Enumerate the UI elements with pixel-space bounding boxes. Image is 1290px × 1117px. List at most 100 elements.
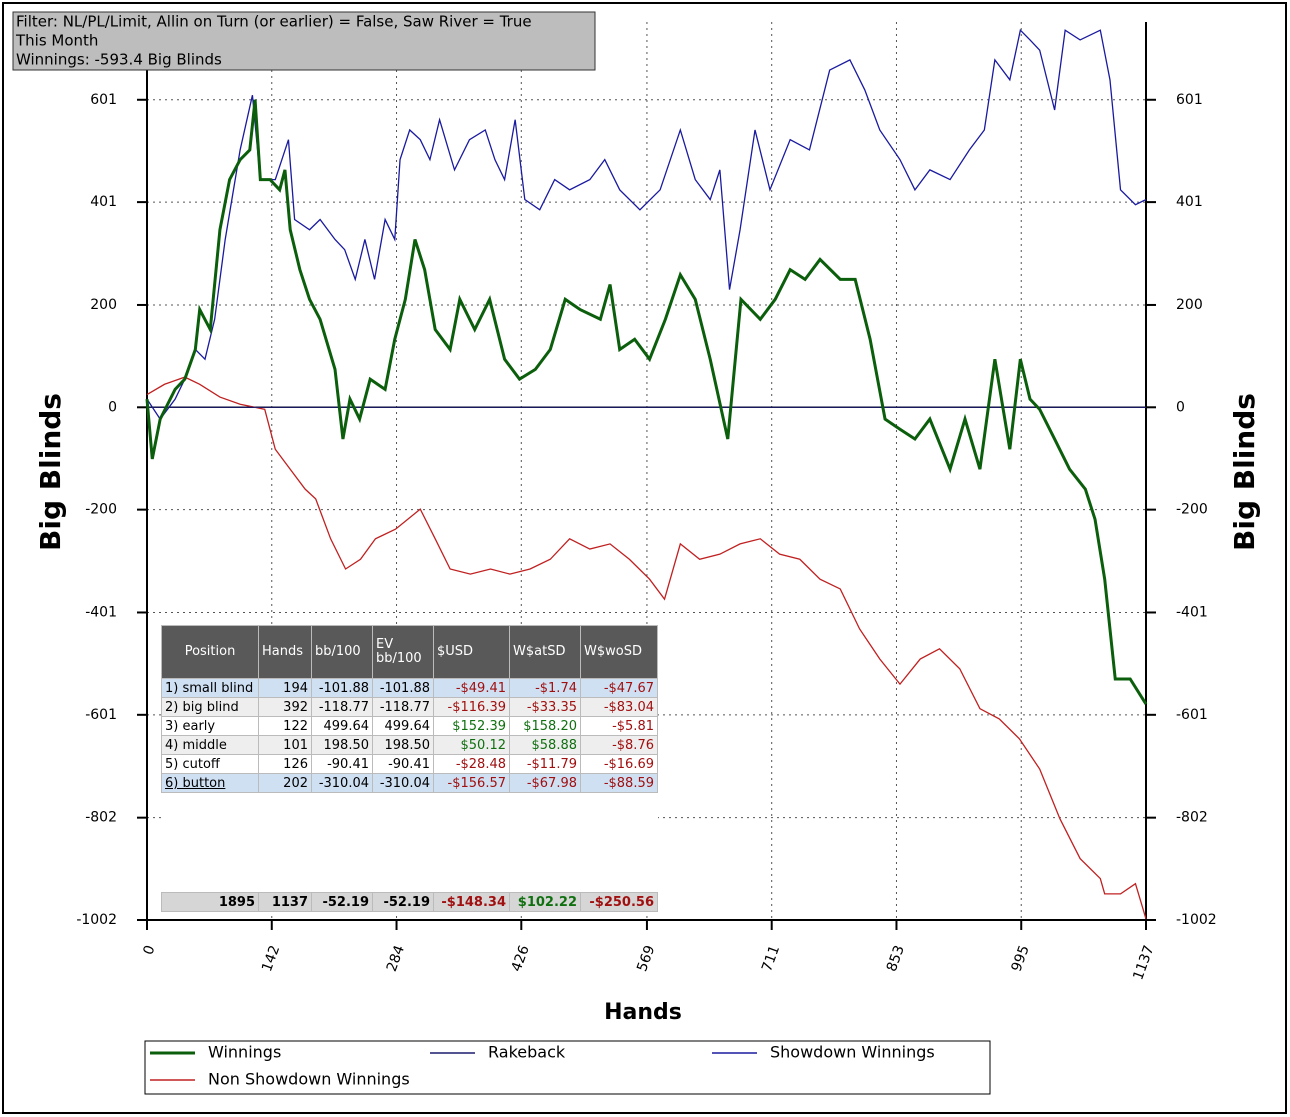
- column-header: EV bb/100: [372, 625, 434, 679]
- table-cell: 499.64: [372, 716, 434, 736]
- table-cell: 5) cutoff: [161, 754, 259, 774]
- column-header: bb/100: [311, 625, 373, 679]
- y2-tick-label: 0: [1176, 399, 1185, 415]
- table-cell: 194: [258, 678, 312, 698]
- y-tick-label: -401: [85, 604, 117, 620]
- y2-tick-label: 401: [1176, 194, 1203, 210]
- table-cell: 3) early: [161, 716, 259, 736]
- table-row: 4) middle 101 198.50 198.50 $50.12 $58.88 -$8.…: [161, 735, 658, 755]
- y2-tick-label: -802: [1176, 810, 1208, 826]
- table-cell: -$83.04: [580, 697, 658, 717]
- legend-label: Rakeback: [488, 1043, 566, 1062]
- table-cell: -$88.59: [580, 773, 658, 793]
- table-cell: -$16.69: [580, 754, 658, 774]
- y-tick-label: 200: [90, 297, 117, 313]
- y-tick-label: -601: [85, 707, 117, 723]
- y-tick-label: 0: [108, 399, 117, 415]
- table-cell: -101.88: [372, 678, 434, 698]
- table-cell: $158.20: [509, 716, 581, 736]
- table-row: 1) small blind 194 -101.88 -101.88 -$49.41 -$…: [161, 678, 658, 698]
- total-cell: -52.19: [311, 892, 373, 912]
- spacer-row: [161, 792, 658, 893]
- column-header: Position: [161, 625, 259, 679]
- table-cell: -$47.67: [580, 678, 658, 698]
- total-cell: $102.22: [509, 892, 581, 912]
- filter-box: [12, 11, 596, 71]
- table-cell: 4) middle: [161, 735, 259, 755]
- table-cell: -$49.41: [433, 678, 510, 698]
- y-axis-label: Big Blinds: [34, 393, 67, 551]
- x-axis-label: Hands: [604, 1000, 682, 1025]
- table-cell: -$5.81: [580, 716, 658, 736]
- table-cell: -$11.79: [509, 754, 581, 774]
- legend-label: Non Showdown Winnings: [208, 1070, 410, 1089]
- table-cell: -118.77: [372, 697, 434, 717]
- filter-text: Filter: NL/PL/Limit, Allin on Turn (or e…: [16, 13, 532, 31]
- series-line: [146, 28, 1147, 421]
- table-cell: 122: [258, 716, 312, 736]
- total-cell: 1895: [161, 892, 259, 912]
- table-cell: -$8.76: [580, 735, 658, 755]
- table-cell: $58.88: [509, 735, 581, 755]
- table-cell: 202: [258, 773, 312, 793]
- column-header: Hands: [258, 625, 312, 679]
- table-row: 3) early 122 499.64 499.64 $152.39 $158.20 -$5…: [161, 716, 658, 736]
- table-cell: -$116.39: [433, 697, 510, 717]
- legend-box: [144, 1040, 991, 1095]
- spacer-cell: [161, 792, 658, 893]
- table-cell: -90.41: [311, 754, 373, 774]
- table-cell: $50.12: [433, 735, 510, 755]
- table-cell: 6) button: [161, 773, 259, 793]
- table-cell: -118.77: [311, 697, 373, 717]
- y2-tick-label: -1002: [1176, 912, 1217, 928]
- table-cell: 101: [258, 735, 312, 755]
- table-cell: 126: [258, 754, 312, 774]
- total-cell: -$250.56: [580, 892, 658, 912]
- table-cell: -$156.57: [433, 773, 510, 793]
- y-tick-label: -1002: [76, 912, 117, 928]
- position-table: Position Hands bb/100 EV bb/100 $USD W$atSD W$…: [161, 625, 658, 912]
- table-row: 6) button 202 -310.04 -310.04 -$156.57 -$67.9…: [161, 773, 658, 793]
- filter-text: Winnings: -593.4 Big Blinds: [16, 51, 222, 69]
- table-cell: -90.41: [372, 754, 434, 774]
- y-tick-label: 401: [90, 194, 117, 210]
- series-line: [146, 376, 1147, 920]
- y-tick-label: -200: [85, 502, 117, 518]
- table-row: 2) big blind 392 -118.77 -118.77 -$116.39 -$3…: [161, 697, 658, 717]
- y2-tick-label: -401: [1176, 604, 1208, 620]
- table-cell: -310.04: [372, 773, 434, 793]
- y2-tick-label: 601: [1176, 92, 1203, 108]
- y2-tick-label: -601: [1176, 707, 1208, 723]
- header-row: Position Hands bb/100 EV bb/100 $USD W$atSD W$…: [161, 625, 658, 679]
- y2-axis-label: Big Blinds: [1228, 393, 1261, 551]
- table-cell: 198.50: [372, 735, 434, 755]
- table-cell: -310.04: [311, 773, 373, 793]
- table-cell: 2) big blind: [161, 697, 259, 717]
- filter-text: This Month: [15, 32, 98, 50]
- table-cell: -101.88: [311, 678, 373, 698]
- series-line: [145, 99, 1148, 705]
- y-tick-label: -802: [85, 810, 117, 826]
- totals-row: 1895 1137 -52.19 -52.19 -$148.34 $102.22 -$250…: [161, 892, 658, 912]
- column-header: $USD: [433, 625, 510, 679]
- table-cell: -$33.35: [509, 697, 581, 717]
- column-header: W$atSD: [509, 625, 581, 679]
- total-cell: 1137: [258, 892, 312, 912]
- legend-label: Winnings: [208, 1043, 281, 1062]
- total-cell: -52.19: [372, 892, 434, 912]
- table-cell: 392: [258, 697, 312, 717]
- table-cell: $152.39: [433, 716, 510, 736]
- y2-tick-label: -200: [1176, 502, 1208, 518]
- total-cell: -$148.34: [433, 892, 510, 912]
- table-row: 5) cutoff 126 -90.41 -90.41 -$28.48 -$11.79 -$…: [161, 754, 658, 774]
- y2-tick-label: 200: [1176, 297, 1203, 313]
- y-tick-label: 601: [90, 92, 117, 108]
- table-cell: -$67.98: [509, 773, 581, 793]
- table-cell: 1) small blind: [161, 678, 259, 698]
- table-cell: -$1.74: [509, 678, 581, 698]
- column-header: W$woSD: [580, 625, 658, 679]
- legend-label: Showdown Winnings: [770, 1043, 935, 1062]
